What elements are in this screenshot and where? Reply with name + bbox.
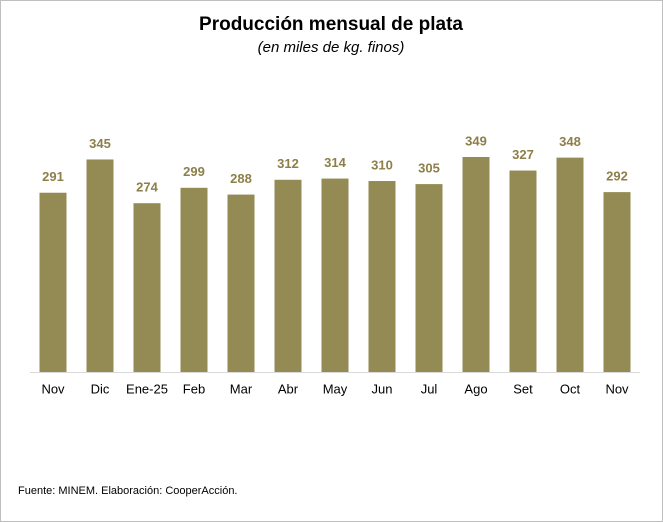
value-label: 312	[277, 156, 299, 171]
x-tick-label: Feb	[183, 381, 205, 396]
bar	[180, 187, 208, 372]
bar	[509, 170, 537, 372]
bar	[274, 179, 302, 372]
bar	[39, 192, 67, 372]
x-tick-label: May	[323, 381, 348, 396]
value-label: 345	[89, 136, 111, 151]
value-label: 299	[183, 164, 205, 179]
x-tick-label: Abr	[278, 381, 299, 396]
bar	[368, 181, 396, 372]
value-label: 292	[606, 169, 628, 184]
value-label: 314	[324, 155, 346, 170]
bar	[556, 157, 584, 372]
x-tick-label: Jul	[421, 381, 438, 396]
x-tick-label: Nov	[41, 381, 65, 396]
chart-subtitle: (en miles de kg. finos)	[258, 39, 405, 56]
value-label: 327	[512, 147, 534, 162]
x-tick-label: Jun	[372, 381, 393, 396]
x-tick-label: Set	[513, 381, 533, 396]
bar	[133, 203, 161, 372]
bar	[321, 178, 349, 372]
value-label: 348	[559, 134, 581, 149]
value-label: 310	[371, 157, 393, 172]
x-tick-label: Mar	[230, 381, 253, 396]
chart-title: Producción mensual de plata	[199, 14, 463, 35]
bar	[227, 194, 255, 372]
value-label: 288	[230, 171, 252, 186]
x-tick-label: Oct	[560, 381, 581, 396]
bar	[415, 184, 443, 372]
value-label: 305	[418, 161, 440, 176]
value-label: 274	[136, 180, 158, 195]
bar	[603, 192, 631, 372]
x-tick-label: Dic	[91, 381, 110, 396]
value-label: 349	[465, 133, 487, 148]
bar	[462, 157, 490, 372]
value-label: 291	[42, 169, 64, 184]
x-tick-label: Ago	[464, 381, 487, 396]
bar	[86, 159, 114, 372]
x-tick-label: Nov	[605, 381, 629, 396]
source-note: Fuente: MINEM. Elaboración: CooperAcción…	[18, 485, 238, 497]
x-tick-label: Ene-25	[126, 381, 168, 396]
